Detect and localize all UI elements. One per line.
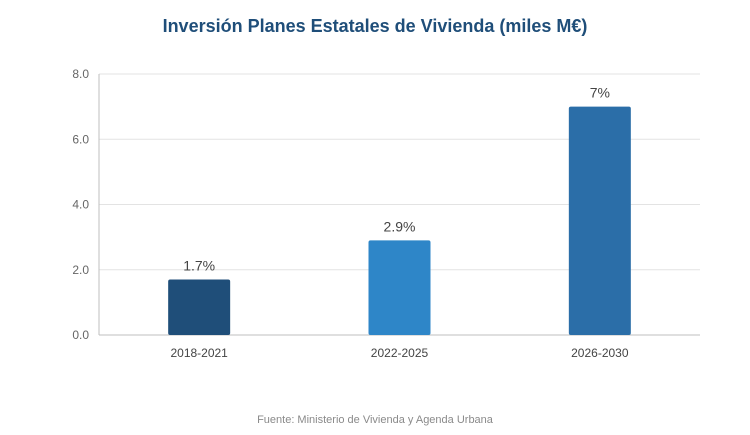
y-tick-label: 4.0 [72,198,89,212]
x-tick-label: 2018-2021 [170,346,228,360]
bar [168,279,231,335]
bar [368,240,431,335]
y-tick-label: 8.0 [72,67,89,81]
y-tick-label: 6.0 [72,132,89,146]
x-tick-label: 2022-2025 [371,346,429,360]
chart-title: Inversión Planes Estatales de Vivienda (… [162,16,588,36]
bars [168,106,631,335]
y-tick-label: 2.0 [72,263,89,277]
x-tick-labels: 2018-2021 2022-2025 2026-2030 [170,346,628,360]
y-tick-labels: 0.0 2.0 4.0 6.0 8.0 [72,67,89,342]
bar-value-label: 2.9% [384,218,416,234]
x-tick-label: 2026-2030 [571,346,629,360]
data-labels: 1.7% 2.9% 7% [183,85,610,274]
bar [568,106,631,335]
source-note: Fuente: Ministerio de Vivienda y Agenda … [257,414,493,426]
bar-value-label: 7% [590,85,610,101]
bar-value-label: 1.7% [183,258,215,274]
y-tick-label: 0.0 [72,328,89,342]
